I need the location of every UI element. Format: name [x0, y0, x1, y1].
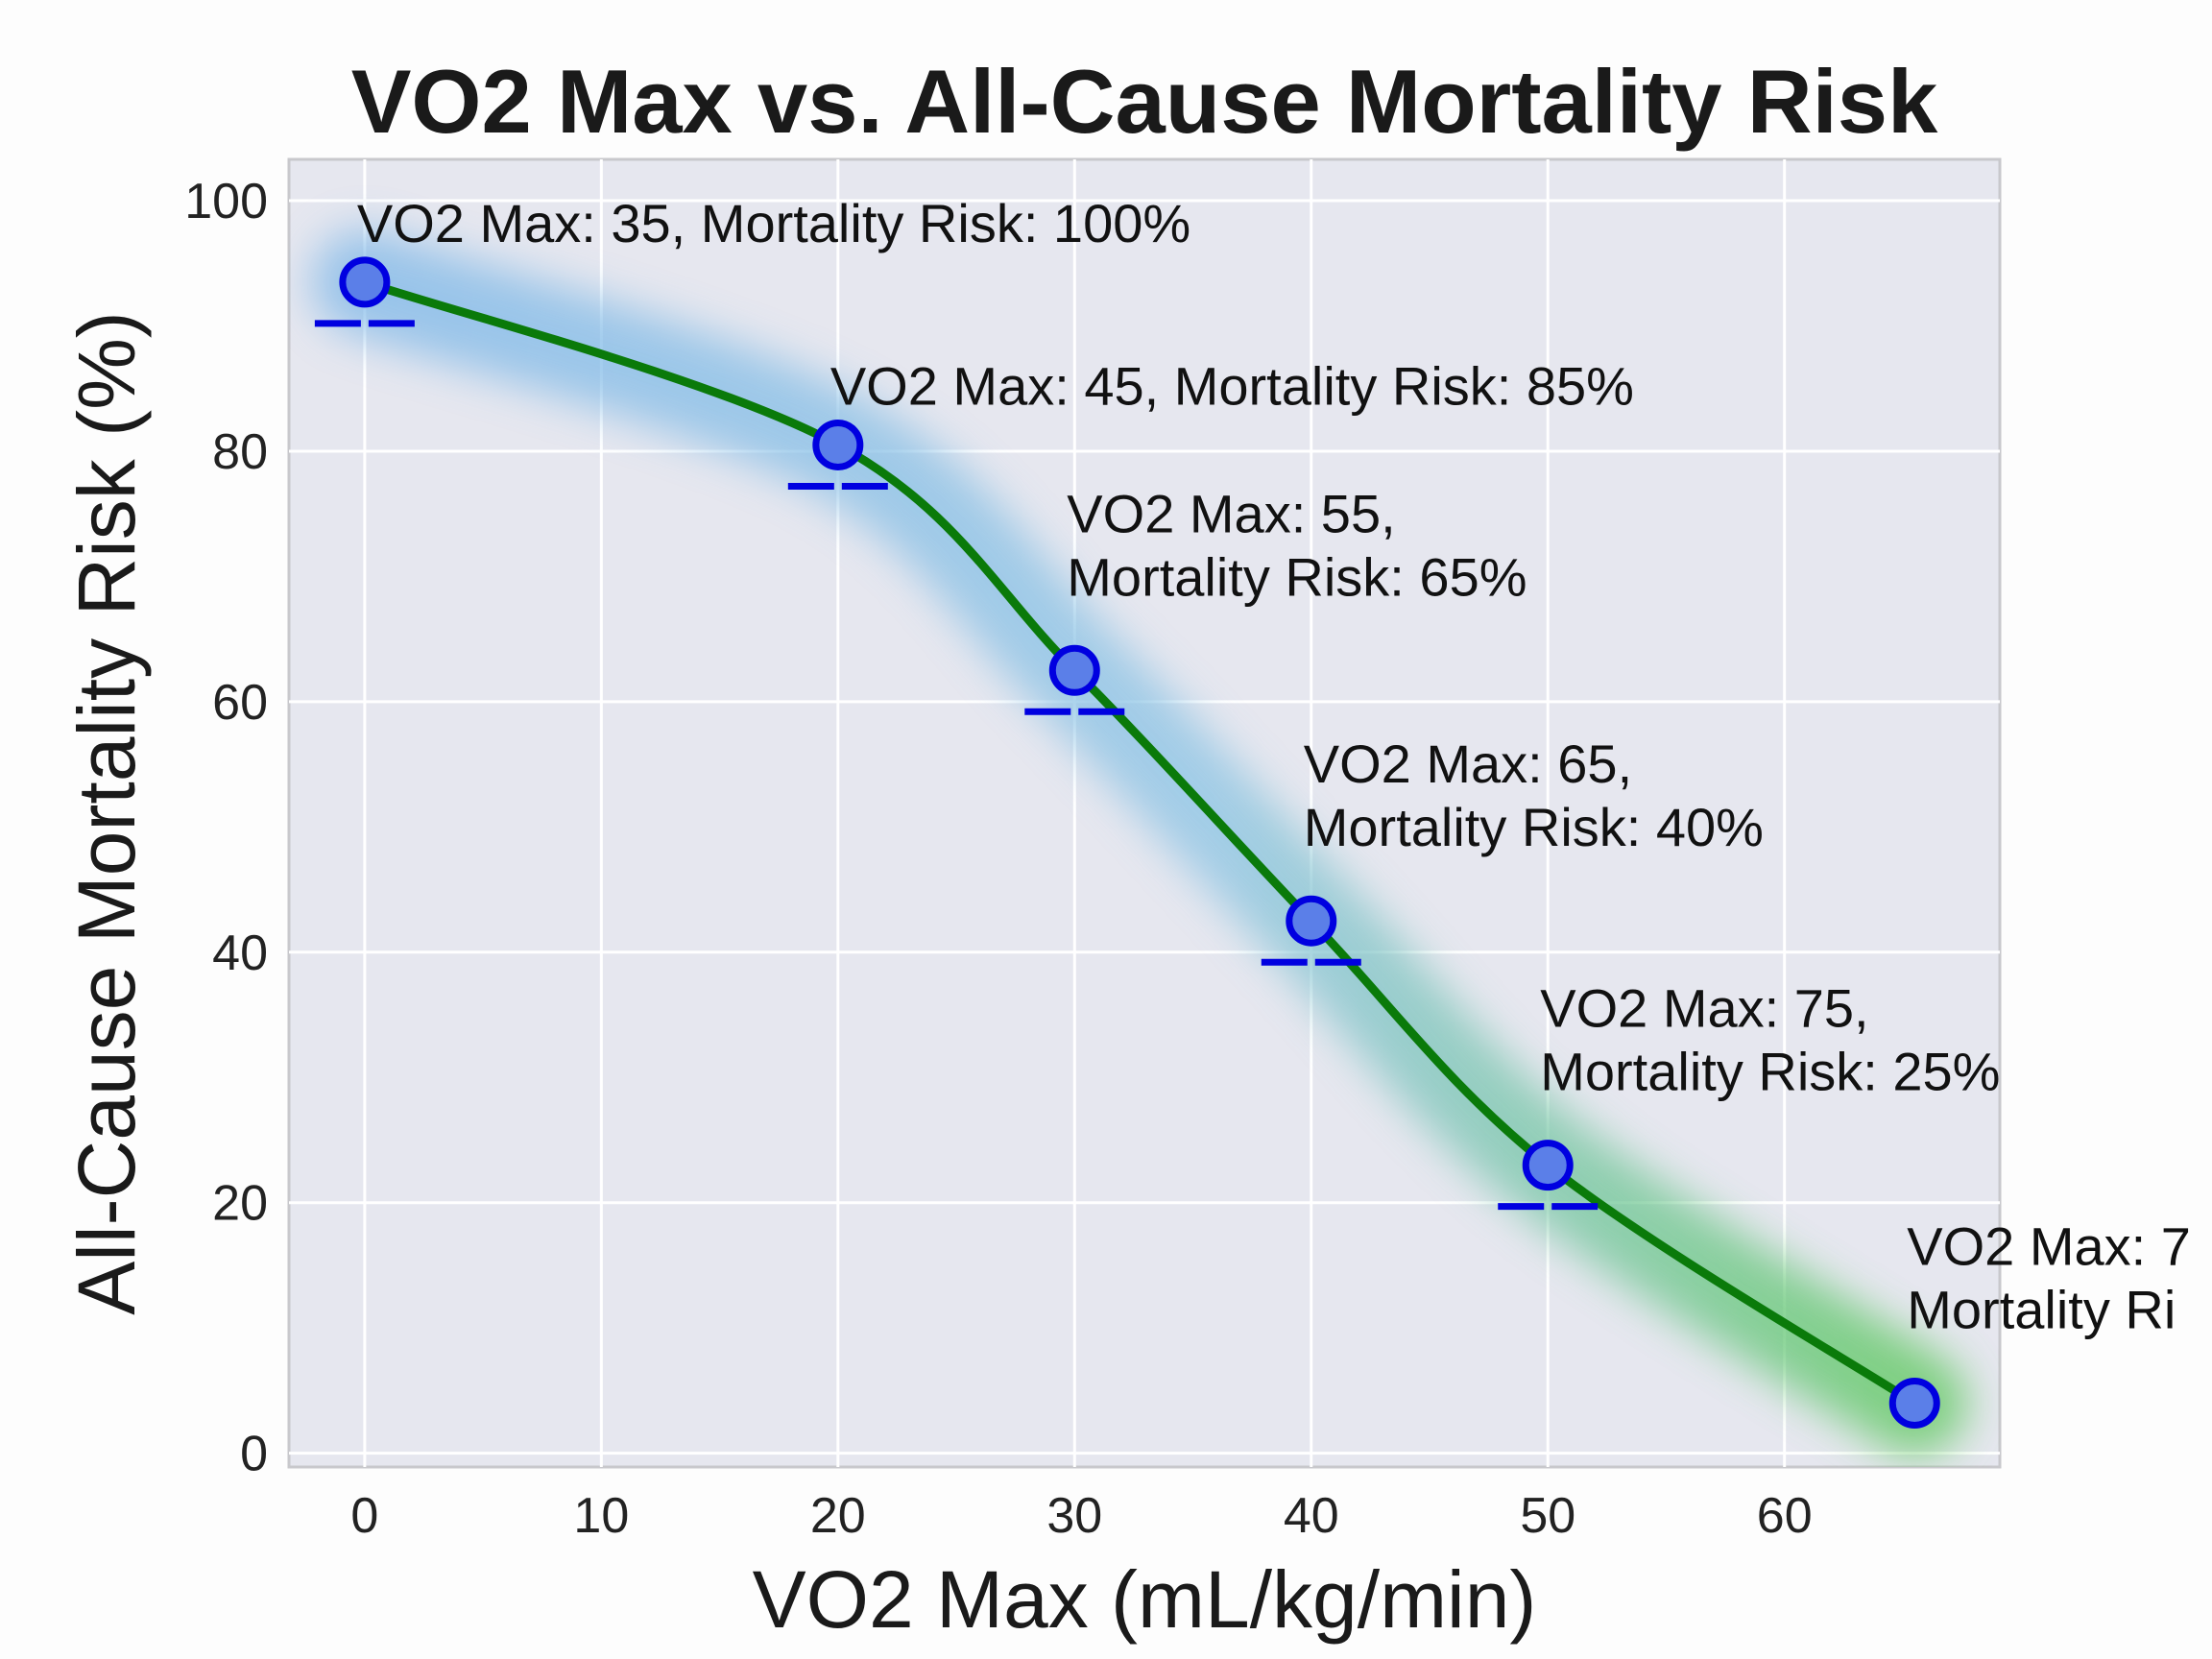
data-point: [339, 256, 391, 308]
y-tick-label: 20: [212, 1176, 268, 1232]
data-point: [1522, 1140, 1574, 1191]
y-tick-label: 100: [184, 174, 268, 229]
error-bars: [314, 320, 1599, 1211]
x-tick-label: 50: [1520, 1488, 1575, 1544]
x-tick-label: 0: [350, 1488, 378, 1544]
chart-title: VO2 Max vs. All-Cause Mortality Risk: [351, 51, 1938, 152]
point-annotation: VO2 Max: 65,: [1304, 733, 1632, 794]
data-points: [339, 256, 1940, 1429]
data-point: [1286, 895, 1337, 947]
series-line-group: [360, 277, 1919, 1407]
point-annotation: VO2 Max: 45, Mortality Risk: 85%: [830, 355, 1634, 416]
y-tick-label: 80: [212, 424, 268, 480]
y-axis-label: All-Cause Mortality Risk (%): [61, 311, 152, 1315]
x-tick-label: 60: [1757, 1488, 1813, 1544]
point-annotation: VO2 Max: 55,: [1067, 483, 1395, 543]
x-tick-label: 30: [1046, 1488, 1102, 1544]
point-annotation: VO2 Max: 75,: [1540, 978, 1868, 1039]
x-axis-label: VO2 Max (mL/kg/min): [753, 1554, 1537, 1645]
tick-labels: 0 10 20 30 40 50 60 0 20 40 60 80 100: [184, 174, 1812, 1544]
y-tick-label: 60: [212, 675, 268, 731]
series-line: [360, 277, 1919, 1407]
y-tick-label: 0: [240, 1427, 268, 1482]
x-tick-label: 40: [1284, 1488, 1339, 1544]
x-tick-label: 20: [810, 1488, 866, 1544]
point-annotation: Mortality Risk: 25%: [1540, 1042, 2000, 1102]
y-tick-label: 40: [212, 926, 268, 981]
annotations: VO2 Max: 35, Mortality Risk: 100% VO2 Max…: [357, 193, 2191, 1340]
x-tick-label: 10: [573, 1488, 629, 1544]
data-point: [812, 419, 864, 470]
point-annotation: Mortality Risk: 65%: [1067, 546, 1527, 607]
point-annotation: VO2 Max: 7: [1907, 1215, 2191, 1276]
point-annotation: Mortality Ri: [1907, 1279, 2176, 1339]
data-point: [1048, 644, 1100, 696]
point-annotation: VO2 Max: 35, Mortality Risk: 100%: [357, 193, 1190, 253]
point-annotation: Mortality Risk: 40%: [1304, 797, 1764, 857]
data-point: [1888, 1377, 1940, 1429]
